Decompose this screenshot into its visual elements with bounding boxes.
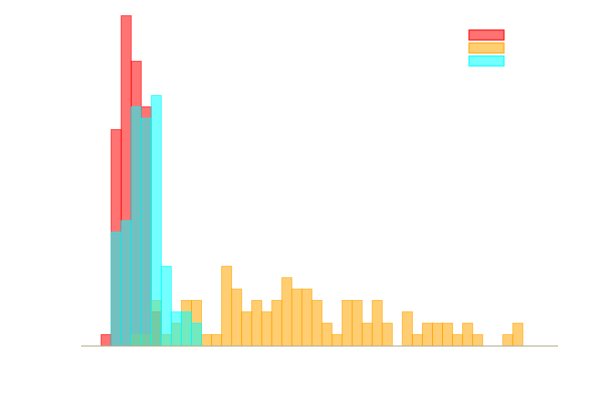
bar-series-2	[291, 288, 303, 347]
legend-swatch-series-3	[468, 55, 505, 67]
bar-series-3	[140, 117, 152, 347]
legend-swatch-series-2	[468, 42, 505, 54]
legend	[468, 29, 505, 67]
bar-series-2	[512, 322, 524, 347]
bar-series-2	[271, 299, 283, 347]
bar-series-2	[231, 288, 243, 347]
bar-series-2	[371, 299, 383, 347]
bar-series-3	[180, 311, 192, 347]
legend-swatch-series-1	[468, 29, 505, 41]
bar-series-2	[361, 322, 373, 347]
bar-series-2	[241, 311, 253, 347]
bar-series-3	[150, 94, 162, 347]
bar-series-2	[462, 322, 474, 347]
bar-series-3	[170, 311, 182, 347]
bar-series-2	[261, 311, 273, 347]
bar-series-2	[281, 277, 293, 347]
bar-series-2	[251, 299, 263, 347]
bar-series-2	[421, 322, 433, 347]
bar-series-2	[442, 322, 454, 347]
bar-series-2	[411, 334, 423, 347]
bar-series-2	[381, 322, 393, 347]
bar-series-2	[401, 311, 413, 347]
bar-series-3	[120, 220, 132, 347]
bar-series-1	[100, 334, 112, 347]
bar-series-3	[110, 231, 122, 347]
bar-series-3	[160, 265, 172, 347]
bar-series-2	[351, 299, 363, 347]
bar-series-2	[221, 265, 233, 347]
histogram-bars	[100, 15, 524, 347]
bar-series-2	[311, 299, 323, 347]
bar-series-2	[301, 288, 313, 347]
bar-series-2	[502, 334, 514, 347]
bar-series-2	[341, 299, 353, 347]
bar-series-2	[201, 334, 213, 347]
bar-series-2	[331, 334, 343, 347]
bar-series-2	[211, 334, 223, 347]
bar-series-2	[452, 334, 464, 347]
bar-series-2	[321, 322, 333, 347]
bar-series-2	[431, 322, 444, 347]
bar-series-3	[190, 322, 203, 347]
bar-series-2	[472, 334, 484, 347]
bar-series-3	[130, 106, 142, 347]
